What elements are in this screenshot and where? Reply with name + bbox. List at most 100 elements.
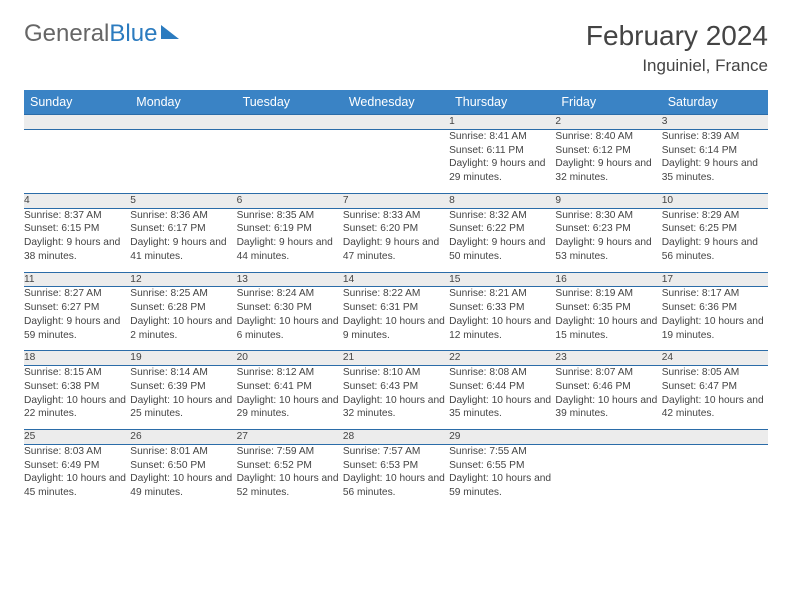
- daylight-line: Daylight: 10 hours and 35 minutes.: [449, 394, 555, 422]
- day-info-cell: [343, 129, 449, 193]
- sunrise-line: Sunrise: 8:22 AM: [343, 287, 449, 301]
- sunrise-line: Sunrise: 8:07 AM: [555, 366, 661, 380]
- daylight-line: Daylight: 10 hours and 12 minutes.: [449, 315, 555, 343]
- sunset-line: Sunset: 6:55 PM: [449, 459, 555, 473]
- day-info-cell: Sunrise: 8:35 AMSunset: 6:19 PMDaylight:…: [237, 208, 343, 272]
- sunrise-line: Sunrise: 8:29 AM: [662, 209, 768, 223]
- day-info-cell: Sunrise: 8:08 AMSunset: 6:44 PMDaylight:…: [449, 366, 555, 430]
- day-number-cell: 14: [343, 272, 449, 287]
- day-info-cell: Sunrise: 8:01 AMSunset: 6:50 PMDaylight:…: [130, 444, 236, 508]
- daylight-line: Daylight: 10 hours and 39 minutes.: [555, 394, 661, 422]
- sunset-line: Sunset: 6:20 PM: [343, 222, 449, 236]
- sunset-line: Sunset: 6:31 PM: [343, 301, 449, 315]
- daylight-line: Daylight: 10 hours and 45 minutes.: [24, 472, 130, 500]
- day-number-cell: 3: [662, 115, 768, 130]
- day-info-cell: Sunrise: 8:03 AMSunset: 6:49 PMDaylight:…: [24, 444, 130, 508]
- daylight-line: Daylight: 10 hours and 22 minutes.: [24, 394, 130, 422]
- day-number-cell: [555, 430, 661, 445]
- day-number-cell: 19: [130, 351, 236, 366]
- sunrise-line: Sunrise: 8:19 AM: [555, 287, 661, 301]
- day-number-cell: 10: [662, 193, 768, 208]
- daylight-line: Daylight: 9 hours and 56 minutes.: [662, 236, 768, 264]
- day-number-cell: [237, 115, 343, 130]
- weekday-header: Thursday: [449, 90, 555, 115]
- weekday-header: Sunday: [24, 90, 130, 115]
- day-info-cell: Sunrise: 7:55 AMSunset: 6:55 PMDaylight:…: [449, 444, 555, 508]
- day-number-cell: 12: [130, 272, 236, 287]
- daylight-line: Daylight: 9 hours and 59 minutes.: [24, 315, 130, 343]
- sunrise-line: Sunrise: 8:30 AM: [555, 209, 661, 223]
- sunset-line: Sunset: 6:15 PM: [24, 222, 130, 236]
- sunset-line: Sunset: 6:52 PM: [237, 459, 343, 473]
- sunrise-line: Sunrise: 7:55 AM: [449, 445, 555, 459]
- day-info-cell: Sunrise: 8:41 AMSunset: 6:11 PMDaylight:…: [449, 129, 555, 193]
- sunrise-line: Sunrise: 7:59 AM: [237, 445, 343, 459]
- daylight-line: Daylight: 9 hours and 29 minutes.: [449, 157, 555, 185]
- day-info-cell: Sunrise: 8:15 AMSunset: 6:38 PMDaylight:…: [24, 366, 130, 430]
- day-number-cell: 16: [555, 272, 661, 287]
- day-info-cell: Sunrise: 8:22 AMSunset: 6:31 PMDaylight:…: [343, 287, 449, 351]
- day-info-cell: Sunrise: 8:14 AMSunset: 6:39 PMDaylight:…: [130, 366, 236, 430]
- sunrise-line: Sunrise: 8:39 AM: [662, 130, 768, 144]
- sunrise-line: Sunrise: 8:17 AM: [662, 287, 768, 301]
- sunset-line: Sunset: 6:11 PM: [449, 144, 555, 158]
- sunset-line: Sunset: 6:17 PM: [130, 222, 236, 236]
- logo-triangle-icon: [161, 25, 179, 39]
- day-info-cell: Sunrise: 8:33 AMSunset: 6:20 PMDaylight:…: [343, 208, 449, 272]
- sunrise-line: Sunrise: 8:37 AM: [24, 209, 130, 223]
- day-info-cell: Sunrise: 8:24 AMSunset: 6:30 PMDaylight:…: [237, 287, 343, 351]
- daylight-line: Daylight: 10 hours and 29 minutes.: [237, 394, 343, 422]
- weekday-header: Friday: [555, 90, 661, 115]
- brand-part1: General: [24, 20, 109, 48]
- sunrise-line: Sunrise: 8:14 AM: [130, 366, 236, 380]
- day-info-cell: [555, 444, 661, 508]
- daylight-line: Daylight: 9 hours and 35 minutes.: [662, 157, 768, 185]
- day-number-cell: 24: [662, 351, 768, 366]
- daylight-line: Daylight: 9 hours and 41 minutes.: [130, 236, 236, 264]
- sunset-line: Sunset: 6:28 PM: [130, 301, 236, 315]
- day-info-cell: Sunrise: 8:37 AMSunset: 6:15 PMDaylight:…: [24, 208, 130, 272]
- sunrise-line: Sunrise: 8:25 AM: [130, 287, 236, 301]
- day-info-cell: Sunrise: 8:10 AMSunset: 6:43 PMDaylight:…: [343, 366, 449, 430]
- weekday-header: Tuesday: [237, 90, 343, 115]
- calendar-head: SundayMondayTuesdayWednesdayThursdayFrid…: [24, 90, 768, 115]
- day-info-cell: Sunrise: 8:36 AMSunset: 6:17 PMDaylight:…: [130, 208, 236, 272]
- sunset-line: Sunset: 6:27 PM: [24, 301, 130, 315]
- daylight-line: Daylight: 9 hours and 32 minutes.: [555, 157, 661, 185]
- sunrise-line: Sunrise: 8:01 AM: [130, 445, 236, 459]
- sunset-line: Sunset: 6:46 PM: [555, 380, 661, 394]
- sunset-line: Sunset: 6:25 PM: [662, 222, 768, 236]
- calendar-body: 12 3 Sunrise: 8:41 AMSunset: 6:11 PMDayli…: [24, 115, 768, 509]
- sunset-line: Sunset: 6:44 PM: [449, 380, 555, 394]
- day-info-cell: Sunrise: 8:19 AMSunset: 6:35 PMDaylight:…: [555, 287, 661, 351]
- brand-logo: GeneralBlue: [24, 20, 179, 48]
- daylight-line: Daylight: 10 hours and 2 minutes.: [130, 315, 236, 343]
- day-info-cell: Sunrise: 8:12 AMSunset: 6:41 PMDaylight:…: [237, 366, 343, 430]
- sunrise-line: Sunrise: 8:03 AM: [24, 445, 130, 459]
- sunrise-line: Sunrise: 8:08 AM: [449, 366, 555, 380]
- day-info-cell: Sunrise: 8:27 AMSunset: 6:27 PMDaylight:…: [24, 287, 130, 351]
- day-number-cell: 8: [449, 193, 555, 208]
- day-number-cell: 18: [24, 351, 130, 366]
- daylight-line: Daylight: 10 hours and 32 minutes.: [343, 394, 449, 422]
- sunset-line: Sunset: 6:43 PM: [343, 380, 449, 394]
- day-number-cell: [343, 115, 449, 130]
- weekday-header: Saturday: [662, 90, 768, 115]
- day-number-cell: 27: [237, 430, 343, 445]
- day-info-cell: Sunrise: 8:21 AMSunset: 6:33 PMDaylight:…: [449, 287, 555, 351]
- sunset-line: Sunset: 6:53 PM: [343, 459, 449, 473]
- sunset-line: Sunset: 6:41 PM: [237, 380, 343, 394]
- sunset-line: Sunset: 6:35 PM: [555, 301, 661, 315]
- sunrise-line: Sunrise: 8:15 AM: [24, 366, 130, 380]
- day-number-cell: 23: [555, 351, 661, 366]
- sunrise-line: Sunrise: 8:05 AM: [662, 366, 768, 380]
- title-block: February 2024 Inguiniel, France: [586, 20, 768, 76]
- calendar-table: SundayMondayTuesdayWednesdayThursdayFrid…: [24, 90, 768, 508]
- day-info-cell: Sunrise: 8:30 AMSunset: 6:23 PMDaylight:…: [555, 208, 661, 272]
- day-number-cell: 6: [237, 193, 343, 208]
- sunset-line: Sunset: 6:22 PM: [449, 222, 555, 236]
- sunrise-line: Sunrise: 8:27 AM: [24, 287, 130, 301]
- daylight-line: Daylight: 10 hours and 59 minutes.: [449, 472, 555, 500]
- sunset-line: Sunset: 6:50 PM: [130, 459, 236, 473]
- day-number-cell: 4: [24, 193, 130, 208]
